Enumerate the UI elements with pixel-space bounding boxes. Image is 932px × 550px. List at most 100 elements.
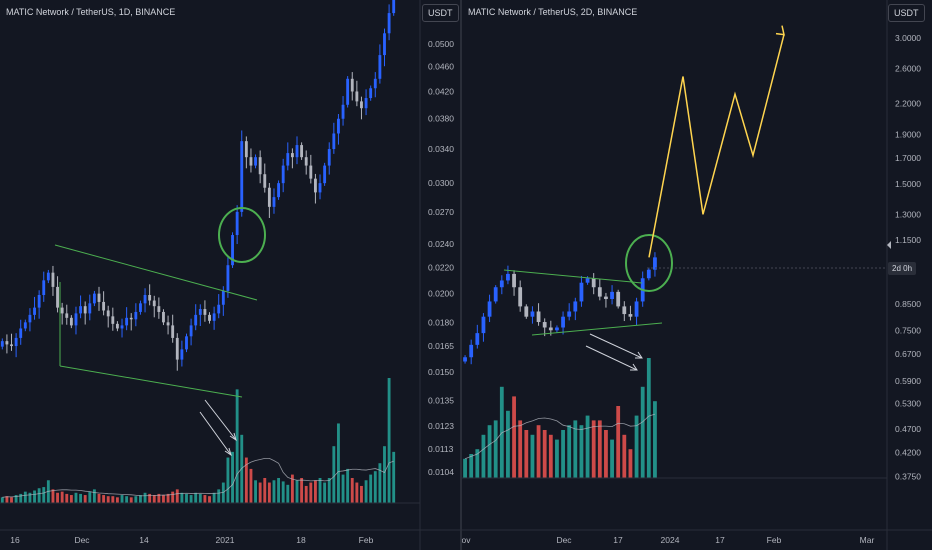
candle-body xyxy=(254,157,257,166)
upper-trendline xyxy=(54,244,258,301)
candle-body xyxy=(23,322,27,329)
volume-bar xyxy=(74,492,78,503)
candle-body xyxy=(88,303,92,314)
price-tick-label: 0.0340 xyxy=(428,144,454,154)
candle-body xyxy=(604,296,608,300)
breakout-circle xyxy=(218,207,266,263)
volume-bar xyxy=(23,491,27,503)
candle-body xyxy=(175,337,179,360)
volume-bar xyxy=(106,496,110,503)
candle-body xyxy=(530,311,535,317)
candle-body xyxy=(277,183,281,198)
candle-body xyxy=(512,273,516,288)
candle-body xyxy=(387,13,391,34)
price-tick-label: 3.0000 xyxy=(895,33,921,43)
price-tick-label: 2.2000 xyxy=(895,98,921,108)
volume-bar xyxy=(383,446,386,503)
left-currency-badge[interactable]: USDT xyxy=(422,4,459,22)
candle-body xyxy=(120,325,124,329)
candle-body xyxy=(585,278,590,283)
volume-bar xyxy=(115,497,119,503)
volume-bar xyxy=(171,491,175,503)
left-chart-canvas[interactable]: 0.0500 0.0460 0.0420 0.0380 0.0340 0.0300 0.02… xyxy=(0,0,460,550)
volume-arrow xyxy=(585,345,638,371)
candle-body xyxy=(139,303,142,312)
volume-bar xyxy=(92,489,96,503)
right-currency-badge[interactable]: USDT xyxy=(888,4,925,22)
price-tick-label: 2.6000 xyxy=(895,63,921,73)
candle-body xyxy=(536,311,541,323)
candle-body xyxy=(499,280,504,288)
candle-body xyxy=(97,293,101,302)
candle-body xyxy=(548,327,553,331)
volume-bar xyxy=(157,493,161,503)
price-tick-label: 0.4700 xyxy=(895,424,921,434)
volume-bar xyxy=(79,493,83,503)
price-scale-marker xyxy=(887,241,891,249)
volume-bar xyxy=(129,497,133,503)
price-tick-label: 0.8500 xyxy=(895,299,921,309)
volume-bar xyxy=(585,415,590,478)
candle-body xyxy=(378,55,382,79)
projection-arrow-head xyxy=(775,25,785,36)
volume-bar xyxy=(369,474,373,503)
price-tick-label: 0.0123 xyxy=(428,421,454,431)
volume-bar xyxy=(634,415,639,478)
price-tick-label: 1.7000 xyxy=(895,153,921,163)
volume-bar xyxy=(83,495,87,503)
time-tick-label: 16 xyxy=(10,535,20,545)
candle-body xyxy=(369,88,373,99)
candle-body xyxy=(5,341,9,345)
volume-bar xyxy=(481,434,486,478)
arrow-head xyxy=(224,447,232,457)
candle-body xyxy=(622,306,627,315)
candle-body xyxy=(74,313,78,326)
volume-bar xyxy=(88,491,92,503)
price-tick-label: 0.0200 xyxy=(428,289,454,299)
bar-countdown-badge: 2d 0h xyxy=(888,262,917,275)
volume-bar xyxy=(65,493,69,503)
volume-bar xyxy=(387,378,391,503)
candle-body xyxy=(469,344,474,358)
volume-bar xyxy=(189,495,193,503)
candle-body xyxy=(244,141,248,158)
candle-body xyxy=(392,0,396,14)
volume-bar xyxy=(350,478,354,503)
candle-body xyxy=(185,336,188,350)
volume-bar xyxy=(111,496,115,503)
candle-body xyxy=(597,287,602,297)
volume-bar xyxy=(258,482,262,503)
volume-bar xyxy=(536,425,541,478)
candle-body xyxy=(51,272,55,287)
candle-body xyxy=(125,317,129,326)
volume-bar xyxy=(60,491,64,503)
volume-bar xyxy=(309,482,313,503)
candle-body xyxy=(295,145,299,158)
right-chart-panel[interactable]: 3.0000 2.6000 2.2000 1.9000 1.7000 1.5000 1.30… xyxy=(462,0,932,550)
volume-bar xyxy=(487,425,492,478)
candle-body xyxy=(573,301,578,312)
volume-bar xyxy=(125,496,129,503)
volume-bar xyxy=(14,495,18,503)
candle-body xyxy=(203,309,207,315)
volume-bar xyxy=(653,401,657,478)
volume-bar xyxy=(166,493,170,503)
volume-bar xyxy=(244,457,248,503)
candle-body xyxy=(79,306,83,314)
candle-body xyxy=(83,306,87,314)
candle-body xyxy=(332,133,336,150)
price-tick-label: 0.0300 xyxy=(428,178,454,188)
price-tick-label: 0.6700 xyxy=(895,349,921,359)
volume-bar xyxy=(162,495,165,503)
volume-bar xyxy=(616,406,621,478)
right-chart-canvas[interactable]: 3.0000 2.6000 2.2000 1.9000 1.7000 1.5000 1.30… xyxy=(462,0,932,550)
candle-body xyxy=(217,304,221,314)
candle-body xyxy=(567,311,572,317)
volume-bar xyxy=(561,430,565,478)
left-chart-panel[interactable]: 0.0500 0.0460 0.0420 0.0380 0.0340 0.0300 0.02… xyxy=(0,0,460,550)
candle-body xyxy=(309,165,313,179)
volume-bar xyxy=(286,484,290,503)
panel-divider[interactable] xyxy=(460,0,462,550)
candle-body xyxy=(198,309,202,315)
left-chart-title: MATIC Network / TetherUS, 1D, BINANCE xyxy=(6,7,176,17)
